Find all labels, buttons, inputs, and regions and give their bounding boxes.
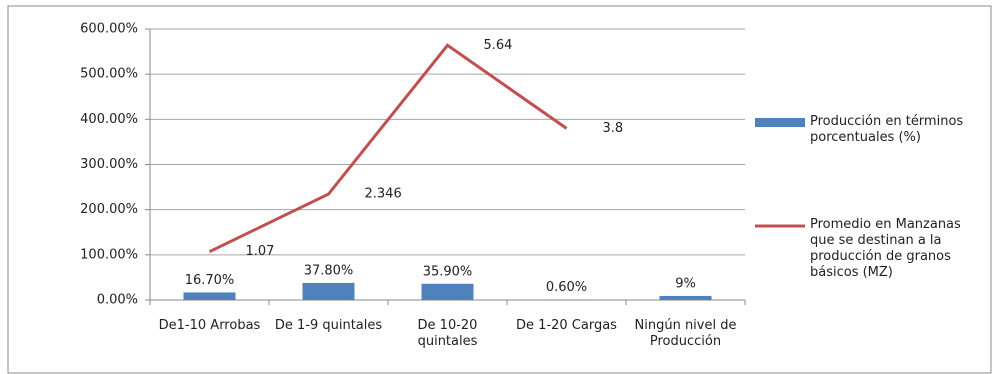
y-tick-label: 100.00% xyxy=(80,247,138,262)
data-label: 1.07 xyxy=(246,244,275,259)
chart-border xyxy=(7,5,992,374)
data-label: 37.80% xyxy=(304,263,354,278)
legend-label: Producción en términos porcentuales (%) xyxy=(810,114,964,145)
x-tick-label: De 10-20 quintales xyxy=(417,318,478,349)
line xyxy=(208,43,568,254)
y-tick-label: 500.00% xyxy=(80,67,138,82)
bar xyxy=(659,295,712,300)
x-tick-label: De 1-9 quintales xyxy=(274,318,383,333)
data-label: 35.90% xyxy=(423,264,473,279)
y-tick-label: 300.00% xyxy=(80,157,138,172)
y-tick-label: 600.00% xyxy=(80,22,138,37)
legend-swatch xyxy=(755,118,805,127)
data-label: 2.346 xyxy=(365,187,402,202)
data-label: 3.8 xyxy=(603,121,624,136)
legend-label: Promedio en Manzanas que se destinan a l… xyxy=(810,217,961,280)
bar xyxy=(302,282,355,300)
data-label: 0.60% xyxy=(546,280,587,295)
x-tick-label: De1-10 Arrobas xyxy=(158,318,261,333)
bar xyxy=(421,283,474,300)
data-label: 9% xyxy=(675,276,696,291)
y-tick-label: 400.00% xyxy=(80,112,138,127)
y-tick-label: 0.00% xyxy=(97,293,138,308)
y-tick-label: 200.00% xyxy=(80,202,138,217)
x-tick-label: De 1-20 Cargas xyxy=(516,318,617,333)
data-label: 16.70% xyxy=(185,273,235,288)
bar xyxy=(183,292,236,300)
x-tick-label: Ningún nivel de Producción xyxy=(634,318,737,349)
data-label: 5.64 xyxy=(484,38,513,53)
